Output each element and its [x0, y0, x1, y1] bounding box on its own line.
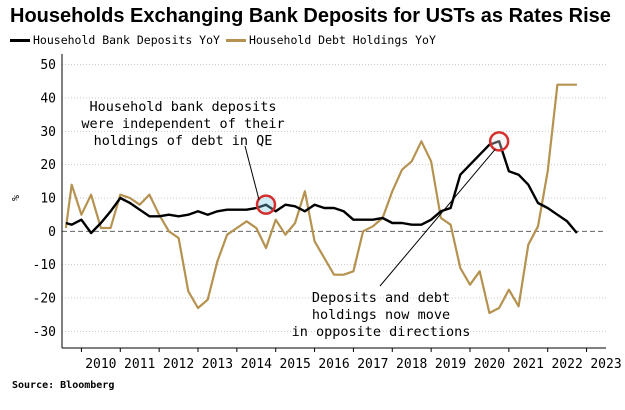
annotation-line: Deposits and debt: [312, 290, 450, 306]
legend-item-deposits: Household Bank Deposits YoY: [10, 33, 220, 47]
y-tick-label: -20: [33, 292, 56, 307]
x-tick-label: 2017: [357, 357, 388, 372]
series-line-deposits: [65, 140, 578, 235]
y-tick-label: 50: [40, 58, 56, 73]
annotation-line: Household bank deposits: [90, 99, 277, 115]
x-tick-label: 2010: [85, 357, 116, 372]
x-tick-label: 2013: [202, 357, 233, 372]
highlight-circle: [255, 194, 277, 215]
annotation-connector: [244, 145, 260, 200]
y-tick-label: 0: [48, 225, 56, 240]
x-tick-label: 2011: [124, 357, 155, 372]
y-tick-label: 10: [40, 192, 56, 207]
x-tick-label: 2021: [513, 357, 544, 372]
legend-swatch-deposits: [10, 38, 30, 42]
x-tick-label: 2019: [435, 357, 466, 372]
annotation-line: were independent of their: [81, 116, 284, 132]
y-axis-label: %: [11, 195, 22, 201]
y-tick-label: 40: [40, 92, 56, 107]
source-note: Source: Bloomberg: [12, 380, 115, 391]
annotation-line: holdings of debt in QE: [94, 133, 273, 149]
series-line-debt: [64, 83, 577, 315]
highlight-circle: [488, 131, 510, 152]
annotation-line: holdings now move: [312, 307, 450, 323]
y-tick-label: 30: [40, 125, 56, 140]
legend-swatch-debt: [225, 38, 246, 42]
legend-label-debt: Household Debt Holdings YoY: [248, 33, 436, 47]
x-tick-label: 2020: [474, 357, 505, 372]
x-tick-label: 2018: [396, 357, 427, 372]
x-tick-label: 2012: [163, 357, 194, 372]
legend: Household Bank Deposits YoY Household De…: [10, 33, 442, 47]
x-tick-label: 2023: [590, 357, 621, 372]
x-tick-label: 2016: [318, 357, 349, 372]
x-tick-label: 2015: [279, 357, 310, 372]
x-tick-label: 2014: [241, 357, 272, 372]
y-tick-label: -30: [33, 325, 56, 340]
annotation-connector: [379, 149, 496, 287]
x-tick-label: 2022: [551, 357, 582, 372]
legend-item-debt: Household Debt Holdings YoY: [225, 33, 436, 47]
y-tick-label: 20: [40, 158, 56, 173]
annotation-line: in opposite directions: [292, 324, 471, 340]
y-tick-label: -10: [33, 258, 56, 273]
chart-title: Households Exchanging Bank Deposits for …: [10, 5, 611, 27]
legend-label-deposits: Household Bank Deposits YoY: [33, 33, 220, 47]
